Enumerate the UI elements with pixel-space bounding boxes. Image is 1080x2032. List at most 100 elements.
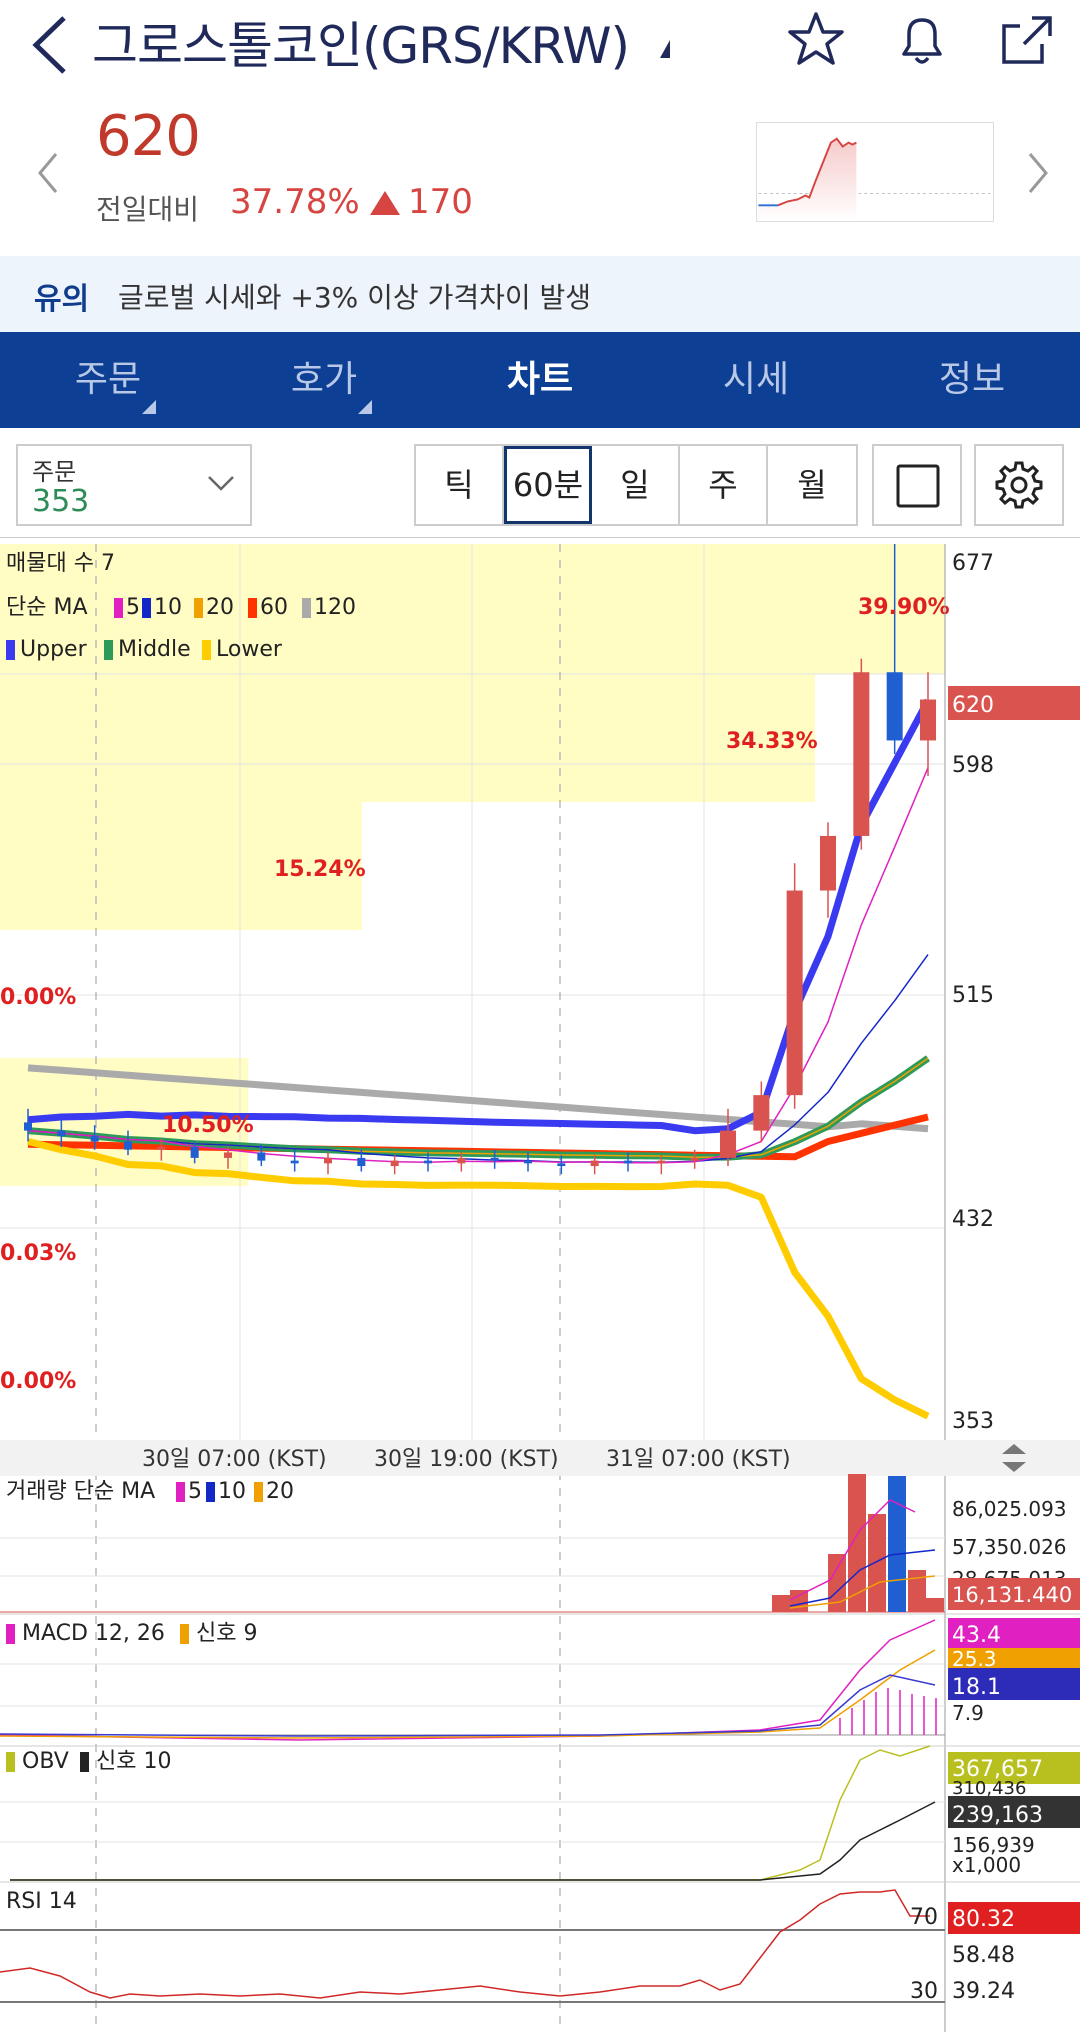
rsi-panel: RSI 14 70 30 80.32 58.48 39.24 bbox=[0, 1889, 1080, 2004]
rsi-tag: 80.32 bbox=[952, 1907, 1015, 1932]
price-tick: 677 bbox=[952, 551, 994, 576]
obv-tick: 310,436 bbox=[952, 1778, 1026, 1799]
macd-signal-tag: 25.3 bbox=[952, 1647, 997, 1671]
price-tick: 515 bbox=[952, 983, 994, 1008]
change-amount: 170 bbox=[370, 182, 473, 222]
middle-swatch bbox=[104, 640, 113, 660]
square-icon bbox=[896, 464, 940, 508]
bb-lower-line bbox=[27, 1138, 930, 1420]
gear-icon bbox=[995, 461, 1043, 509]
ma5-legend: 5 bbox=[126, 595, 140, 620]
fullscreen-button[interactable] bbox=[872, 444, 962, 526]
title-dropdown-icon[interactable] bbox=[660, 40, 670, 58]
period-selector: 틱 60분 일 주 월 bbox=[414, 444, 858, 526]
ma60-legend: 60 bbox=[260, 595, 288, 620]
prev-market-icon[interactable] bbox=[34, 148, 64, 198]
up-triangle-icon bbox=[370, 191, 400, 215]
obv-tag: 367,657 bbox=[952, 1757, 1043, 1782]
volume-title: 거래량 단순 MA bbox=[6, 1479, 155, 1504]
period-day[interactable]: 일 bbox=[592, 446, 680, 524]
profile-bar bbox=[0, 802, 362, 930]
candle bbox=[886, 544, 903, 755]
candle bbox=[324, 1152, 332, 1175]
tab-orderbook[interactable]: 호가 bbox=[216, 332, 432, 428]
macd-title: MACD 12, 26 bbox=[22, 1621, 165, 1646]
chart-settings-button[interactable] bbox=[974, 444, 1064, 526]
order-quantity-select[interactable]: 주문 353 bbox=[16, 444, 252, 526]
price-tick: 353 bbox=[952, 1409, 994, 1434]
change-percent: 37.78% bbox=[230, 182, 360, 222]
notice-tag: 유의 bbox=[34, 282, 90, 317]
volume-tag: 16,131.440 bbox=[952, 1583, 1072, 1607]
candle bbox=[624, 1152, 632, 1172]
tab-chart[interactable]: 차트 bbox=[432, 332, 648, 428]
mini-sparkline[interactable] bbox=[756, 122, 994, 222]
warning-notice[interactable]: 유의 글로벌 시세와 +3% 이상 가격차이 발생 bbox=[0, 256, 1080, 332]
rsi-tick: 58.48 bbox=[952, 1943, 1015, 1968]
volume-panel: 거래량 단순 MA 5 10 20 86,025.093 57,350.026 … bbox=[0, 1474, 1080, 1615]
tab-order[interactable]: 주문 bbox=[0, 332, 216, 428]
ma60-swatch bbox=[248, 598, 257, 618]
period-week[interactable]: 주 bbox=[680, 446, 768, 524]
profile-bar bbox=[0, 674, 815, 802]
middle-legend: Middle bbox=[118, 637, 191, 662]
app-bar: 그로스톨코인(GRS/KRW) bbox=[0, 0, 1080, 88]
resize-handle-icon[interactable] bbox=[1002, 1444, 1026, 1472]
candle bbox=[424, 1152, 432, 1172]
period-month[interactable]: 월 bbox=[797, 466, 827, 504]
ma20-legend: 20 bbox=[206, 595, 234, 620]
market-title[interactable]: 그로스톨코인(GRS/KRW) bbox=[92, 17, 630, 75]
price-chart-area[interactable]: 매물대 수 7 단순 MA 5 10 20 60 120 Upper Middl… bbox=[0, 540, 1080, 2032]
main-tabs: 주문 호가 차트 시세 정보 bbox=[0, 332, 1080, 428]
bb-upper-line bbox=[27, 698, 932, 1135]
macd-tick: 7.9 bbox=[952, 1701, 984, 1725]
current-price-tag bbox=[948, 686, 1080, 720]
current-price: 620 bbox=[96, 104, 201, 169]
candle bbox=[753, 1081, 770, 1142]
period-tick[interactable]: 틱 bbox=[416, 446, 504, 524]
candle bbox=[657, 1155, 666, 1175]
obv-signal-tag: 239,163 bbox=[952, 1803, 1043, 1828]
obv-tick: 156,939 bbox=[952, 1833, 1035, 1857]
upper-legend: Upper bbox=[20, 637, 88, 662]
time-tick: 30일 19:00 (KST) bbox=[374, 1447, 559, 1472]
rsi-level: 30 bbox=[910, 1979, 938, 2004]
ma120-swatch bbox=[302, 598, 311, 618]
tab-chart-label: 차트 bbox=[506, 359, 574, 400]
upper-swatch bbox=[6, 640, 15, 660]
next-market-icon[interactable] bbox=[1022, 148, 1052, 198]
rsi-tick: 39.24 bbox=[952, 1979, 1015, 2004]
candle bbox=[124, 1130, 132, 1156]
period-60min[interactable]: 60분 bbox=[504, 446, 592, 524]
candle bbox=[357, 1149, 366, 1172]
obv-title: OBV bbox=[22, 1749, 69, 1774]
vol-ma20-legend: 20 bbox=[266, 1479, 294, 1504]
star-icon[interactable] bbox=[784, 8, 848, 72]
tab-trades[interactable]: 시세 bbox=[648, 332, 864, 428]
notice-message: 글로벌 시세와 +3% 이상 가격차이 발생 bbox=[118, 281, 592, 314]
current-price-tag-text: 620 bbox=[952, 693, 994, 718]
candle bbox=[490, 1149, 499, 1169]
tab-info[interactable]: 정보 bbox=[864, 332, 1080, 428]
tab-orderbook-label: 호가 bbox=[290, 359, 358, 400]
candle bbox=[390, 1155, 399, 1175]
profile-labels: 39.90% 34.33% 15.24% 0.00% 10.50% 0.03% … bbox=[0, 595, 950, 1394]
candle bbox=[457, 1152, 466, 1172]
price-chart[interactable]: 매물대 수 7 단순 MA 5 10 20 60 120 Upper Middl… bbox=[0, 540, 1080, 2032]
tab-order-label: 주문 bbox=[74, 359, 142, 400]
share-icon[interactable] bbox=[994, 8, 1058, 72]
lower-swatch bbox=[202, 640, 211, 660]
submenu-caret-icon bbox=[358, 400, 372, 414]
candle bbox=[57, 1119, 66, 1147]
ma20-swatch bbox=[194, 598, 203, 618]
obv-signal-legend: 신호 10 bbox=[96, 1749, 171, 1774]
candle bbox=[157, 1138, 166, 1161]
chart-toolbar: 주문 353 틱 60분 일 주 월 bbox=[0, 428, 1080, 538]
profile-label: 0.00% bbox=[0, 1369, 76, 1394]
candle bbox=[90, 1125, 99, 1150]
bell-icon[interactable] bbox=[890, 8, 954, 72]
tab-info-label: 정보 bbox=[938, 359, 1006, 400]
profile-label: 39.90% bbox=[858, 595, 950, 620]
back-icon[interactable] bbox=[26, 10, 76, 80]
candle bbox=[190, 1141, 199, 1164]
